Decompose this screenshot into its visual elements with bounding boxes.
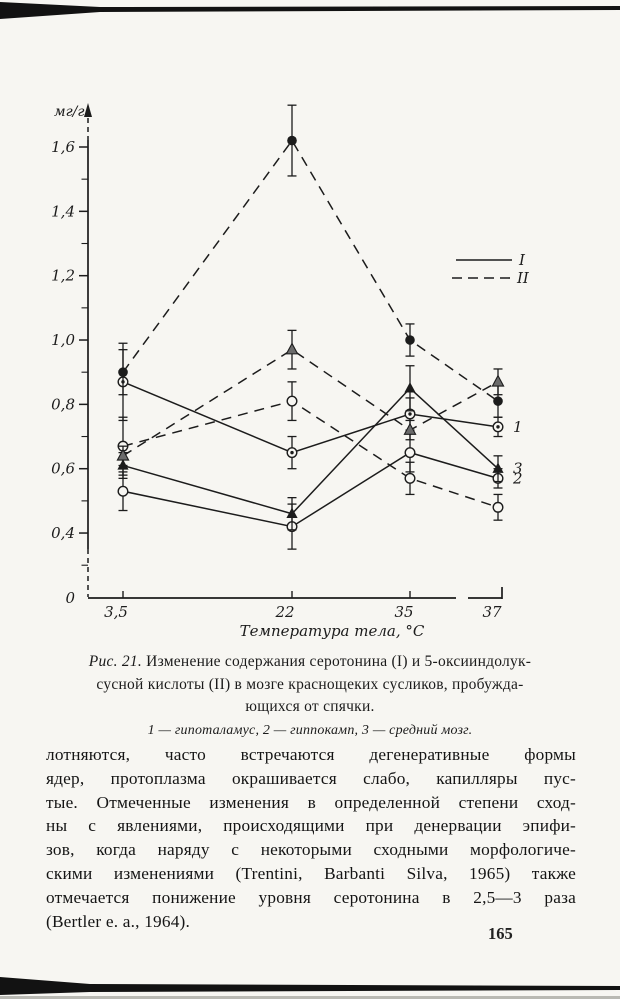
series-II-1-гипоталамус <box>118 104 503 418</box>
series-II-3-средний-мозг <box>116 329 505 467</box>
data-point-marker <box>404 382 416 393</box>
series-line-I-1-гипоталамус <box>122 381 499 454</box>
y-tick-label: 1,2 <box>51 267 75 285</box>
y-tick-label: 1,6 <box>51 138 75 156</box>
data-point-marker <box>404 447 416 459</box>
data-point-marker <box>403 422 417 435</box>
body-line: зов, когда наряду с некоторыми сходными … <box>46 840 576 860</box>
series-end-label: 1 <box>513 418 523 436</box>
axes: 1,6 1,4 1,2 1,0 0,8 0,6 0,4 0 3,5 22 35 37 Температу… <box>51 103 503 640</box>
data-point-marker <box>404 472 416 484</box>
x-tick-label: 22 <box>274 603 294 621</box>
body-line: (Bertler e. a., 1964). <box>46 911 191 931</box>
data-point-marker <box>491 374 505 387</box>
series-I-1-гипоталамус <box>117 342 504 470</box>
data-point-marker <box>493 396 503 406</box>
y-axis-arrow <box>84 103 92 117</box>
figure-21-chart: 1,6 1,4 1,2 1,0 0,8 0,6 0,4 0 3,5 22 35 37 Температу… <box>51 103 530 640</box>
body-line: ны с явлениями, происходящими при денерв… <box>46 816 576 836</box>
series-line-II-1-гипоталамус <box>122 139 499 402</box>
data-point-marker <box>116 448 130 461</box>
x-tick-label: 3,5 <box>104 603 128 621</box>
series-I-3-средний-мозг <box>117 365 504 531</box>
y-tick-label: 0,6 <box>51 460 75 478</box>
figure-label: Рис. 21. <box>88 653 142 670</box>
data-point-marker <box>287 135 297 146</box>
data-point-marker <box>117 485 129 497</box>
figure-caption: Рис. 21. Изменение содержания серотонина… <box>30 651 590 742</box>
series-end-label: 3 <box>513 460 523 478</box>
page-number: 165 <box>488 924 513 943</box>
y-axis-title: мг/г <box>54 104 84 120</box>
body-line: отмечается понижение уровня серотонина в… <box>46 887 576 907</box>
x-axis-title: Температура тела, °С <box>240 622 425 640</box>
series-end-label: 2 <box>512 469 523 487</box>
data-point-marker <box>492 501 504 513</box>
data-point-marker <box>286 507 298 518</box>
data-point-marker <box>285 342 299 355</box>
series-lines <box>122 139 499 528</box>
y-tick-label: 1,0 <box>51 331 75 349</box>
caption-line-1: Рис. 21. Изменение содержания серотонина… <box>88 653 532 670</box>
data-point-marker <box>405 335 415 345</box>
caption-legend-line: 1 — гипоталамус, 2 — гиппокамп, 3 — сред… <box>147 722 473 738</box>
series-line-II-3-средний-мозг <box>122 348 499 457</box>
caption-line-2: сусной кислоты (II) в мозге краснощеких … <box>96 675 524 693</box>
body-line: скими изменениями (Trentini, Barbanti Si… <box>46 863 576 883</box>
chart-canvas: 1,6 1,4 1,2 1,0 0,8 0,6 0,4 0 3,5 22 35 37 Температу… <box>51 103 530 640</box>
body-line: ядер, протоплазма окрашивается слабо, ка… <box>46 768 576 788</box>
series-line-II-2-гиппокамп <box>122 400 499 509</box>
series-points: 1 23 <box>116 104 523 550</box>
body-line: лотняются, часто встречаются дегенератив… <box>46 745 576 764</box>
x-tick-label: 35 <box>394 603 413 621</box>
y-zero-label: 0 <box>65 589 75 607</box>
legend-label-II: II <box>516 269 530 287</box>
y-tick-label: 0,4 <box>51 524 75 542</box>
series-line-I-2-гиппокамп <box>122 451 499 528</box>
series-II-2-гиппокамп <box>117 381 504 521</box>
body-line: тые. Отмеченные изменения в определенной… <box>46 792 576 812</box>
series-line-I-3-средний-мозг <box>122 387 499 515</box>
caption-line-3: ющихся от спячки. <box>245 698 375 715</box>
x-tick-label: 37 <box>482 603 502 621</box>
scan-edge-bottom <box>0 977 620 999</box>
data-point-marker <box>286 395 298 407</box>
data-point-marker <box>492 462 504 473</box>
data-point-marker <box>118 367 128 377</box>
y-tick-label: 1,4 <box>51 202 75 220</box>
body-paragraph: лотняются, часто встречаются дегенератив… <box>46 743 576 933</box>
series-I-2-гиппокамп <box>117 432 504 550</box>
chart-legend: III <box>452 251 530 287</box>
legend-label-I: I <box>518 251 526 269</box>
y-tick-label: 0,8 <box>51 395 75 413</box>
